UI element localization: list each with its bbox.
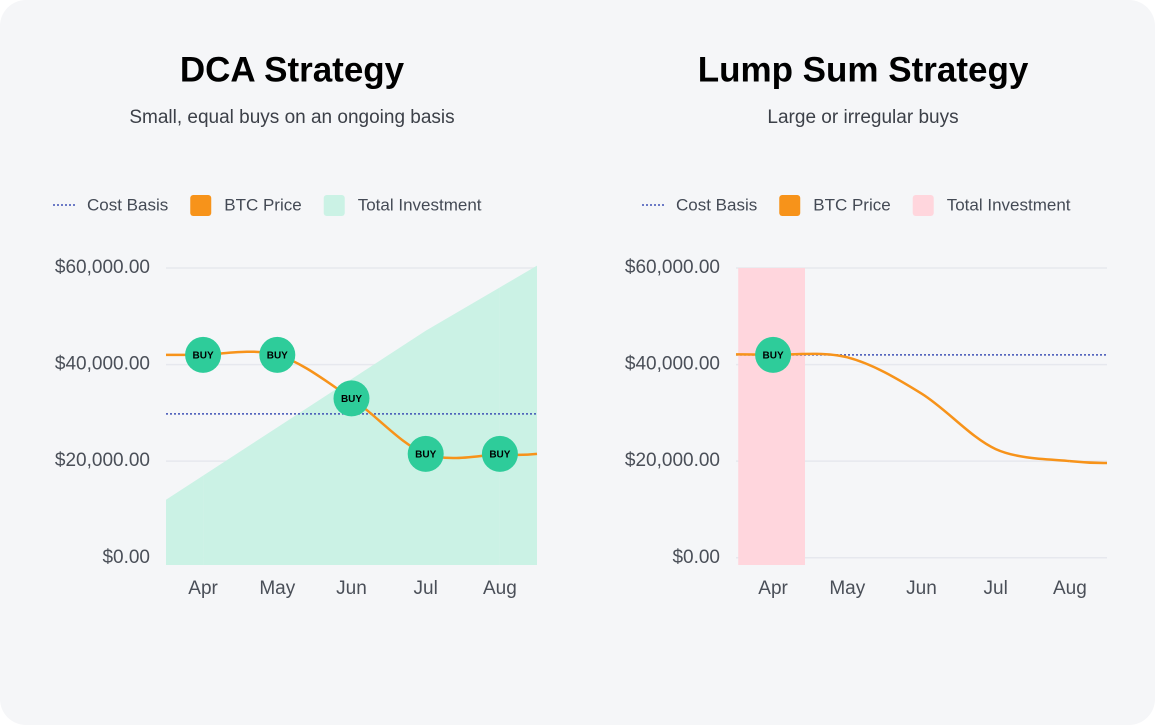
x-tick-label: Apr bbox=[758, 578, 788, 599]
legend-swatch bbox=[912, 195, 934, 216]
legend-label: BTC Price bbox=[224, 195, 301, 214]
area-extension bbox=[166, 475, 204, 565]
buy-label: BUY bbox=[193, 351, 214, 362]
legend-swatch bbox=[779, 195, 801, 216]
x-tick-label: Jul bbox=[414, 578, 438, 599]
buy-marker bbox=[259, 336, 296, 373]
buy-label: BUY bbox=[267, 351, 288, 362]
x-tick-label: Apr bbox=[188, 578, 218, 599]
y-tick-label: $40,000.00 bbox=[55, 354, 150, 375]
buy-label: BUY bbox=[763, 351, 784, 362]
chart-subtitle: Large or irregular buys bbox=[767, 107, 958, 128]
legend-swatch bbox=[323, 195, 345, 216]
x-tick-label: May bbox=[259, 578, 295, 599]
chart-title: DCA Strategy bbox=[180, 50, 405, 89]
x-tick-label: Jun bbox=[336, 578, 367, 599]
y-tick-label: $0.00 bbox=[672, 547, 720, 568]
legend-label: Cost Basis bbox=[676, 195, 757, 214]
x-tick-label: Aug bbox=[1053, 578, 1087, 599]
x-tick-label: Jun bbox=[906, 578, 937, 599]
buy-marker bbox=[407, 435, 444, 472]
x-tick-label: Aug bbox=[483, 578, 517, 599]
buy-label: BUY bbox=[415, 450, 436, 461]
y-tick-label: $60,000.00 bbox=[55, 257, 150, 278]
investment-bar bbox=[738, 268, 806, 565]
y-tick-label: $60,000.00 bbox=[625, 257, 720, 278]
buy-marker bbox=[185, 336, 222, 373]
buy-marker bbox=[333, 380, 370, 417]
buy-label: BUY bbox=[341, 394, 362, 405]
chart-subtitle: Small, equal buys on an ongoing basis bbox=[129, 107, 454, 128]
legend-label: Total Investment bbox=[358, 195, 482, 214]
price-line bbox=[773, 352, 1071, 463]
y-tick-label: $20,000.00 bbox=[55, 450, 150, 471]
buy-label: BUY bbox=[489, 450, 510, 461]
y-tick-label: $20,000.00 bbox=[625, 450, 720, 471]
y-tick-label: $0.00 bbox=[102, 547, 150, 568]
line-extension bbox=[1069, 459, 1108, 465]
legend-label: Cost Basis bbox=[87, 195, 168, 214]
legend-label: BTC Price bbox=[813, 195, 890, 214]
legend-swatch bbox=[190, 195, 212, 216]
legend-label: Total Investment bbox=[947, 195, 1071, 214]
y-tick-label: $40,000.00 bbox=[625, 354, 720, 375]
x-tick-label: Jul bbox=[984, 578, 1008, 599]
buy-marker bbox=[481, 435, 518, 472]
buy-marker bbox=[755, 336, 792, 373]
investment-area bbox=[203, 287, 500, 565]
x-tick-label: May bbox=[829, 578, 865, 599]
area-extension bbox=[499, 265, 537, 565]
chart-title: Lump Sum Strategy bbox=[698, 50, 1029, 89]
